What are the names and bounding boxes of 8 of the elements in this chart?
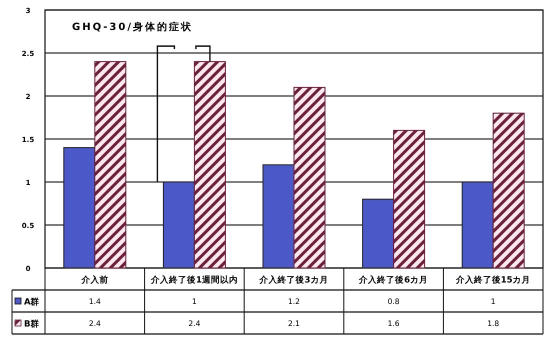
x-tick-label: 介入終了後3カ月 <box>258 274 328 286</box>
x-tick-label: 介入終了後15カ月 <box>454 274 531 286</box>
legend-label: B群 <box>24 318 40 330</box>
x-tick-label: 介入前 <box>80 274 108 286</box>
text: GHQ-30/身体的症状 <box>72 21 193 33</box>
x-tick-label: 介入終了後1週間以内 <box>150 274 238 286</box>
x-tick-label: 介入終了後6カ月 <box>358 274 428 286</box>
legend-label: A群 <box>24 296 40 308</box>
